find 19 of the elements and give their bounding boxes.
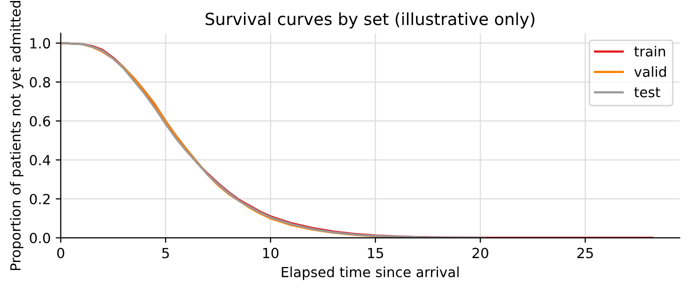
x-tick-label: 0: [57, 248, 64, 258]
y-tick-label: 0.8: [30, 76, 50, 88]
x-axis-title: Elapsed time since arrival: [282, 266, 459, 280]
legend-label: test: [634, 87, 660, 98]
y-axis-title: Proportion of patients not yet admitted: [10, 0, 24, 270]
x-tick-label: 15: [368, 248, 384, 258]
legend-label: valid: [634, 66, 666, 77]
legend-label: train: [634, 46, 666, 57]
y-tick-label: 0.4: [30, 154, 50, 166]
y-tick-label: 0.0: [30, 232, 50, 244]
y-tick-label: 0.2: [30, 194, 50, 204]
line-series: [60, 42, 486, 238]
y-tick-label: 0.6: [30, 116, 50, 126]
x-tick-label: 10: [263, 248, 278, 258]
x-tick-label: 5: [162, 248, 169, 258]
y-tick-label: 1.0: [30, 38, 50, 49]
x-tick-label: 20: [472, 248, 488, 258]
x-tick-label: 25: [577, 248, 593, 258]
chart-title: Survival curves by set (illustrative only): [206, 12, 534, 28]
